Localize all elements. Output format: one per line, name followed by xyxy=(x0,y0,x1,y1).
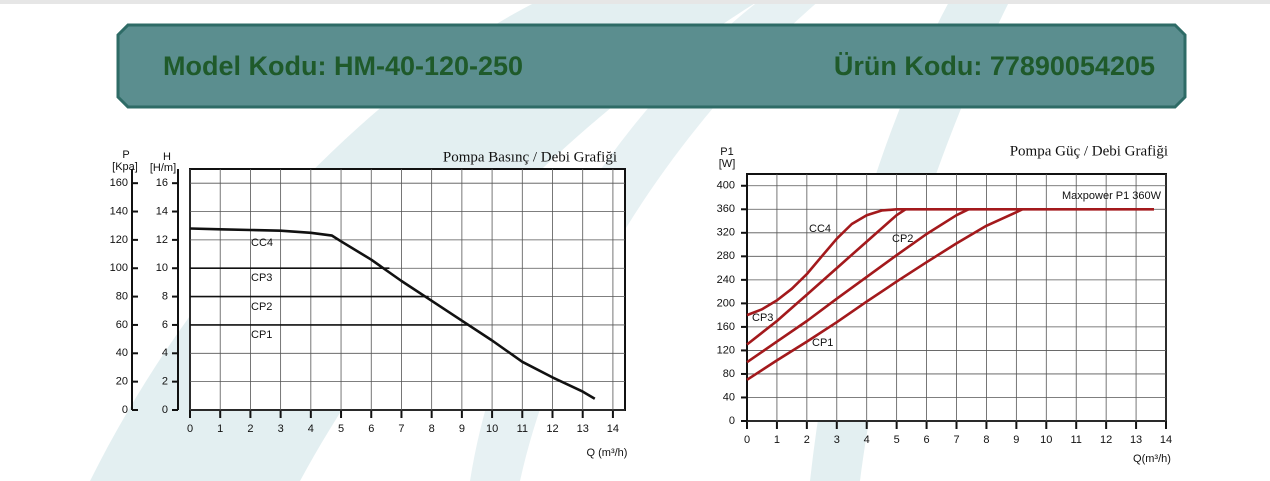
y-tick-label: 320 xyxy=(717,227,735,239)
x-tick-label: 5 xyxy=(338,423,344,435)
x-tick-label: 12 xyxy=(546,423,558,435)
y-tick-label: 6 xyxy=(162,319,168,331)
y-tick-label: 2 xyxy=(162,376,168,388)
series-label: CP1 xyxy=(812,337,833,349)
y-tick-label: 240 xyxy=(717,274,735,286)
x-tick-label: 12 xyxy=(1100,434,1112,446)
product-code: Ürün Kodu: 77890054205 xyxy=(834,51,1155,81)
y-tick-label: 120 xyxy=(717,344,735,356)
y-tick-label: 400 xyxy=(717,180,735,192)
x-axis-label: Q (m³/h) xyxy=(587,447,628,459)
y2-tick-label: 20 xyxy=(116,376,128,388)
x-tick-label: 9 xyxy=(459,423,465,435)
y2-axis-label: P xyxy=(122,149,129,161)
x-tick-label: 7 xyxy=(953,434,959,446)
y2-tick-label: 0 xyxy=(122,404,128,416)
model-code: Model Kodu: HM-40-120-250 xyxy=(163,51,523,81)
x-tick-label: 14 xyxy=(607,423,619,435)
y2-tick-label: 100 xyxy=(110,262,128,274)
x-tick-label: 14 xyxy=(1160,434,1172,446)
series-label: CP3 xyxy=(752,312,773,324)
y-tick-label: 0 xyxy=(729,415,735,427)
series-label: CC4 xyxy=(809,223,831,235)
y-tick-label: 360 xyxy=(717,203,735,215)
x-tick-label: 8 xyxy=(429,423,435,435)
y-tick-label: 12 xyxy=(156,234,168,246)
x-tick-label: 10 xyxy=(486,423,498,435)
series-line xyxy=(746,208,907,346)
x-tick-label: 10 xyxy=(1040,434,1052,446)
annotation: Maxpower P1 360W xyxy=(1062,190,1162,202)
y-axis-label: H xyxy=(163,151,171,163)
y-tick-label: 10 xyxy=(156,262,168,274)
plot-area xyxy=(189,168,626,411)
y-tick-label: 160 xyxy=(717,321,735,333)
y-tick-label: 16 xyxy=(156,177,168,189)
series-line xyxy=(746,208,1023,381)
x-axis-label: Q(m³/h) xyxy=(1133,453,1171,465)
x-tick-label: 11 xyxy=(517,423,528,435)
series-label: CP2 xyxy=(892,233,913,245)
y-axis-label: P1 xyxy=(720,146,733,158)
y-tick-label: 8 xyxy=(162,290,168,302)
series-label: CC4 xyxy=(251,237,273,249)
y2-tick-label: 160 xyxy=(110,177,128,189)
x-tick-label: 3 xyxy=(834,434,840,446)
y-axis-unit: [H/m] xyxy=(150,162,176,174)
x-tick-label: 6 xyxy=(368,423,374,435)
x-tick-label: 5 xyxy=(894,434,900,446)
x-tick-label: 0 xyxy=(187,423,193,435)
y-tick-label: 40 xyxy=(723,391,735,403)
series-line xyxy=(746,208,1154,317)
y-tick-label: 280 xyxy=(717,250,735,262)
x-tick-label: 0 xyxy=(744,434,750,446)
y2-tick-label: 60 xyxy=(116,319,128,331)
x-tick-label: 11 xyxy=(1071,434,1082,446)
series-line xyxy=(746,208,970,364)
x-tick-label: 8 xyxy=(983,434,989,446)
y2-tick-label: 120 xyxy=(110,234,128,246)
header-banner xyxy=(116,23,1187,109)
y-tick-label: 0 xyxy=(162,404,168,416)
x-tick-label: 3 xyxy=(278,423,284,435)
series-line xyxy=(189,227,596,400)
series-label: CP1 xyxy=(251,329,272,341)
y2-axis-unit: [Kpa] xyxy=(112,161,138,173)
y-tick-label: 200 xyxy=(717,297,735,309)
chart-title: Pompa Güç / Debi Grafiği xyxy=(1010,143,1168,159)
x-tick-label: 7 xyxy=(398,423,404,435)
x-tick-label: 4 xyxy=(308,423,314,435)
y2-tick-label: 40 xyxy=(116,347,128,359)
x-tick-label: 1 xyxy=(217,423,223,435)
y-tick-label: 80 xyxy=(723,368,735,380)
series-label: CP3 xyxy=(251,272,272,284)
y2-tick-label: 80 xyxy=(116,290,128,302)
x-tick-label: 13 xyxy=(577,423,589,435)
y-axis-unit: [W] xyxy=(719,158,736,170)
x-tick-label: 1 xyxy=(774,434,780,446)
x-tick-label: 2 xyxy=(804,434,810,446)
x-tick-label: 4 xyxy=(864,434,870,446)
x-tick-label: 13 xyxy=(1130,434,1142,446)
series-label: CP2 xyxy=(251,301,272,313)
x-tick-label: 6 xyxy=(924,434,930,446)
chart-title: Pompa Basınç / Debi Grafiği xyxy=(443,149,617,165)
y-tick-label: 14 xyxy=(156,205,168,217)
x-tick-label: 9 xyxy=(1013,434,1019,446)
x-tick-label: 2 xyxy=(247,423,253,435)
y-tick-label: 4 xyxy=(162,347,168,359)
y2-tick-label: 140 xyxy=(110,205,128,217)
